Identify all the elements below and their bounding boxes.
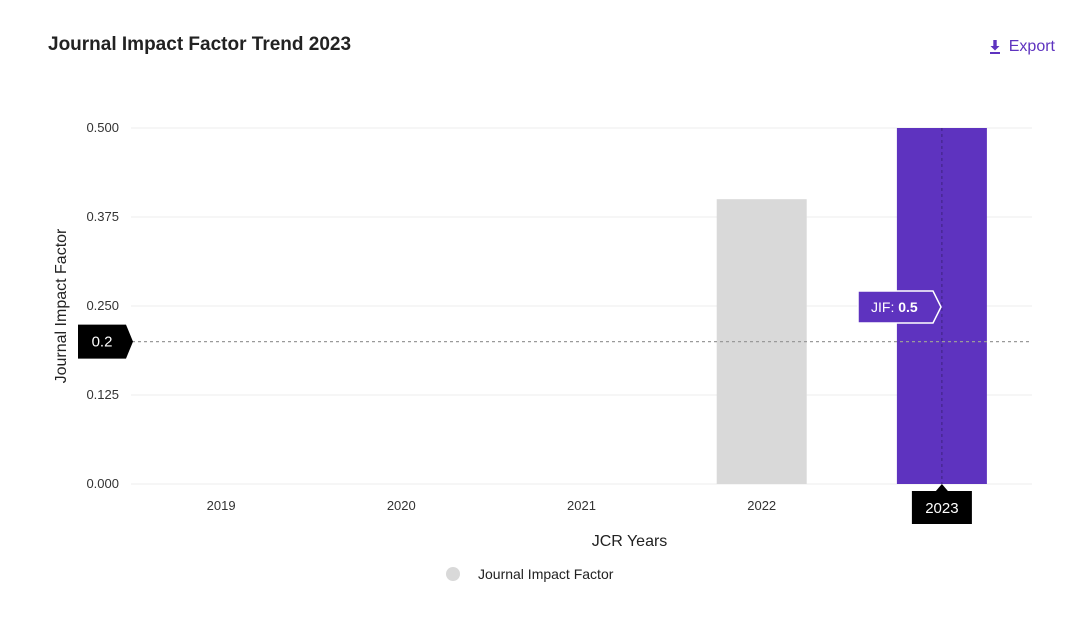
x-tick-label: 2022 [747, 498, 776, 513]
chart-legend[interactable]: Journal Impact Factor [446, 565, 613, 583]
chart-title: Journal Impact Factor Trend 2023 [48, 34, 352, 55]
y-tick-label: 0.500 [86, 120, 119, 135]
x-crosshair-badge [911, 484, 972, 524]
y-axis-title: Journal Impact Factor [53, 228, 70, 383]
bar-chart: 0.000 0.125 0.250 0.375 0.500 2019 2020 2021 202… [53, 120, 1032, 550]
x-tick-label: 2019 [207, 498, 236, 513]
x-tick-label: 2020 [387, 498, 416, 513]
y-tick-label: 0.375 [86, 209, 119, 224]
export-label: Export [1008, 38, 1055, 55]
legend-marker [446, 567, 460, 581]
legend-label: Journal Impact Factor [478, 566, 614, 582]
x-tick-label: 2021 [567, 498, 596, 513]
bar-2022 [716, 199, 807, 484]
x-axis-title: JCR Years [592, 533, 668, 550]
tooltip-value: 0.5 [898, 299, 918, 315]
tooltip-box [857, 290, 942, 324]
tooltip-prefix: JIF: [871, 299, 898, 315]
x-crosshair-label: 2023 [925, 500, 958, 517]
y-crosshair-badge [78, 324, 133, 359]
chart-header: Journal Impact Factor Trend 2023 Export [0, 0, 1081, 90]
export-button[interactable]: Export [989, 36, 1055, 58]
y-tick-label: 0.000 [86, 476, 119, 491]
y-tick-label: 0.125 [86, 387, 119, 402]
y-tick-label: 0.250 [86, 298, 119, 313]
y-crosshair-label: 0.2 [92, 334, 113, 351]
download-icon [989, 40, 1000, 54]
tooltip-text: JIF: 0.5 [871, 299, 918, 315]
